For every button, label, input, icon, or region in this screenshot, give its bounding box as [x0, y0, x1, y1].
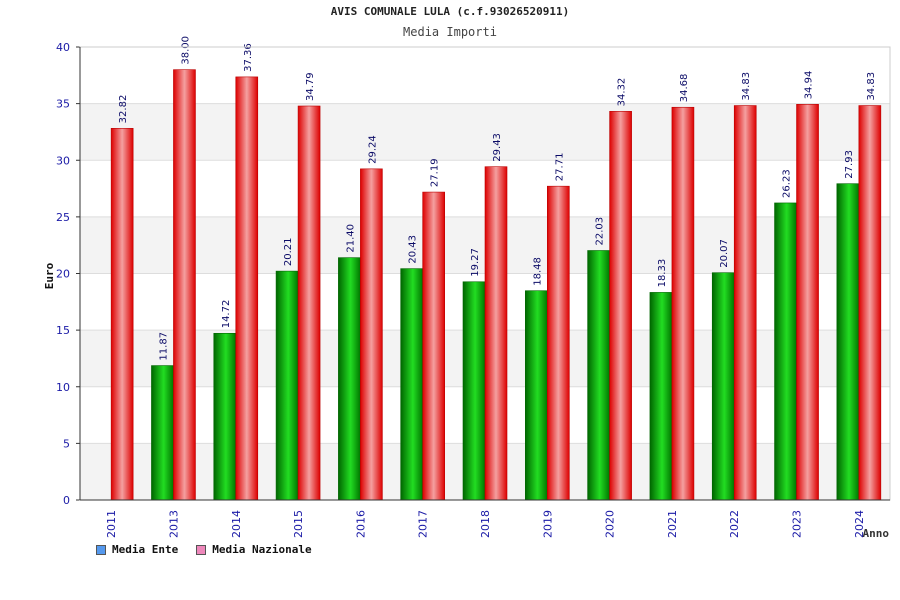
data-label-media-ente: 18.33: [657, 259, 668, 288]
bar-media-ente: [400, 268, 423, 501]
x-tick-label: 2011: [105, 510, 118, 538]
bar-media-nazionale: [110, 128, 134, 501]
y-tick-label: 0: [63, 494, 70, 507]
x-tick-label: 2013: [167, 510, 180, 538]
x-tick-label: 2017: [417, 510, 430, 538]
bar-media-ente: [275, 270, 299, 501]
legend-swatch-nazionale: [196, 544, 207, 555]
legend: Media Ente Media Nazionale: [96, 543, 312, 556]
y-axis-label: Euro: [43, 262, 56, 289]
y-tick-label: 20: [56, 268, 70, 281]
data-label-media-ente: 20.21: [283, 237, 294, 266]
y-tick-label: 5: [63, 437, 70, 450]
data-labels: 32.82 11.87 38.00 14.72 37.36 20.21 34.79 21.40…: [118, 36, 877, 361]
data-label-media-ente: 11.87: [158, 332, 169, 361]
data-label-media-nazionale: 34.79: [305, 72, 316, 101]
x-tick-label: 2019: [541, 510, 554, 538]
bar-media-nazionale: [796, 104, 819, 501]
y-tick-label: 35: [56, 98, 70, 111]
bar-media-nazionale: [422, 191, 445, 501]
bar-media-ente: [213, 332, 237, 501]
legend-item-ente: Media Ente: [96, 543, 178, 556]
bar-media-ente: [587, 250, 610, 501]
bar-media-ente: [338, 257, 361, 501]
bar-media-ente: [774, 202, 797, 501]
bar-media-ente: [649, 292, 673, 501]
y-tick-label: 40: [56, 41, 70, 54]
bar-media-ente: [525, 290, 548, 501]
data-label-media-nazionale: 29.43: [492, 133, 503, 162]
bar-media-nazionale: [609, 111, 632, 501]
bar-media-nazionale: [360, 168, 383, 501]
bar-media-nazionale: [858, 105, 882, 501]
axes: 0 5 10 15 20 25 30 35 40 2011 2013 2014 2015 2016 2017…: [56, 41, 891, 538]
y-tick-label: 15: [56, 324, 70, 337]
plot-band: [80, 103, 890, 161]
data-label-media-nazionale: 27.19: [430, 158, 441, 187]
legend-label-ente: Media Ente: [112, 543, 179, 556]
bar-media-ente: [711, 272, 735, 501]
x-axis-label: Anno: [863, 527, 890, 540]
x-tick-label: 2022: [728, 510, 741, 538]
data-label-media-nazionale: 34.83: [741, 72, 752, 101]
bar-media-nazionale: [671, 106, 695, 501]
x-tick-label: 2015: [292, 510, 305, 538]
chart-title: AVIS COMUNALE LULA (c.f.93026520911): [330, 5, 570, 18]
bar-media-ente: [151, 365, 174, 501]
x-tick-label: 2016: [354, 510, 367, 538]
data-label-media-ente: 22.03: [595, 217, 606, 246]
x-tick-label: 2014: [230, 510, 243, 538]
y-tick-label: 30: [56, 154, 70, 167]
data-label-media-nazionale: 38.00: [180, 36, 191, 65]
bar-media-nazionale: [733, 105, 757, 501]
data-label-media-ente: 20.07: [719, 239, 730, 268]
bar-media-nazionale: [297, 105, 321, 501]
legend-swatch-ente: [96, 544, 106, 555]
data-label-media-ente: 20.43: [408, 235, 419, 264]
plot-band: [80, 47, 890, 104]
y-tick-label: 10: [56, 381, 70, 394]
bar-media-nazionale: [173, 69, 196, 501]
y-tick-label: 25: [56, 211, 70, 224]
bar-media-nazionale: [235, 76, 259, 501]
data-label-media-ente: 21.40: [345, 224, 356, 253]
bar-media-ente: [836, 183, 860, 501]
x-tick-label: 2021: [666, 510, 679, 538]
data-label-media-nazionale: 34.94: [804, 71, 815, 100]
legend-label-nazionale: Media Nazionale: [212, 543, 312, 556]
data-label-media-ente: 26.23: [782, 169, 793, 198]
data-label-media-ente: 19.27: [470, 248, 481, 277]
data-label-media-nazionale: 34.32: [617, 78, 628, 107]
data-label-media-nazionale: 32.82: [118, 95, 129, 124]
data-label-media-ente: 27.93: [844, 150, 855, 179]
x-tick-label: 2020: [604, 510, 617, 538]
bar-media-nazionale: [484, 166, 508, 501]
x-tick-label: 2023: [791, 510, 804, 538]
legend-item-nazionale: Media Nazionale: [196, 543, 312, 556]
data-label-media-nazionale: 27.71: [554, 153, 565, 182]
x-tick-label: 2018: [479, 510, 492, 538]
data-label-media-nazionale: 34.68: [679, 74, 690, 103]
data-label-media-ente: 18.48: [532, 257, 543, 286]
bar-media-ente: [462, 281, 486, 501]
data-label-media-nazionale: 37.36: [243, 43, 254, 72]
data-label-media-ente: 14.72: [221, 300, 232, 329]
data-label-media-nazionale: 29.24: [367, 135, 378, 164]
data-label-media-nazionale: 34.83: [866, 72, 877, 101]
chart-subtitle: Media Importi: [403, 25, 497, 39]
bars: [110, 69, 882, 501]
bar-media-nazionale: [547, 185, 570, 501]
x-tick-label: 2024: [853, 510, 866, 538]
